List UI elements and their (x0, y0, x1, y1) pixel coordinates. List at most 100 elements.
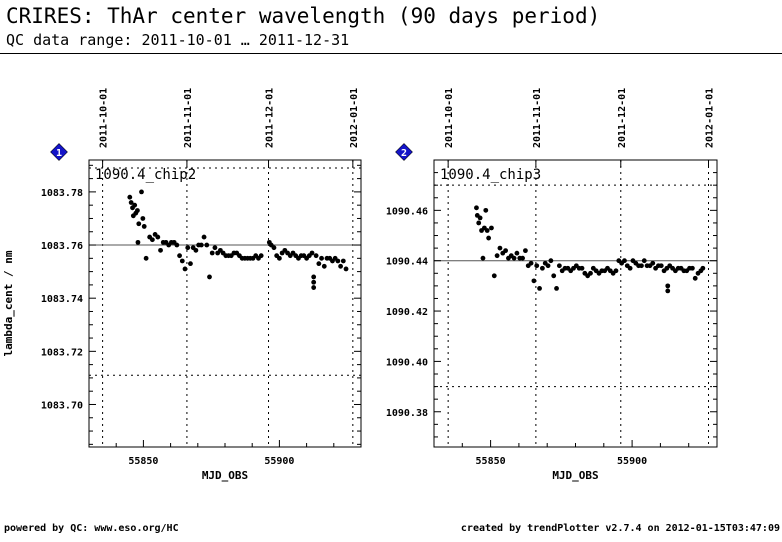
data-point (311, 285, 317, 290)
top-date-label: 2011-10-01 (99, 88, 110, 148)
data-point (514, 250, 520, 256)
data-point (622, 258, 627, 264)
y-tick-label: 1090.46 (386, 206, 428, 217)
data-point (177, 253, 182, 259)
data-point (201, 234, 207, 240)
data-point (149, 237, 155, 243)
data-point (311, 279, 317, 285)
x-tick-label: 55900 (617, 456, 647, 467)
data-point (494, 253, 500, 259)
data-point (658, 263, 664, 269)
data-point (665, 283, 671, 289)
data-point (316, 261, 322, 267)
data-point (528, 260, 534, 266)
data-point (627, 265, 633, 271)
data-point (537, 285, 542, 291)
footer-created-by: created by trendPlotter v2.7.4 on 2012-0… (460, 523, 780, 534)
data-point (319, 255, 324, 261)
plot-title: 1090.4_chip2 (95, 167, 196, 183)
x-tick-label: 55900 (264, 456, 294, 467)
data-point (503, 248, 508, 254)
data-point (335, 258, 341, 264)
y-tick-label: 1083.72 (41, 347, 83, 358)
data-point (155, 234, 161, 240)
data-point (523, 248, 528, 254)
data-point (185, 245, 191, 251)
data-point (158, 247, 163, 253)
data-point (511, 255, 517, 261)
data-point (551, 273, 557, 279)
data-point (650, 260, 656, 266)
data-point (484, 228, 490, 233)
data-point (700, 265, 706, 271)
data-point (489, 225, 494, 231)
data-point (531, 278, 537, 284)
data-point (588, 270, 593, 276)
y-tick-label: 1083.70 (41, 400, 83, 411)
data-point (139, 189, 144, 195)
y-tick-label: 1083.78 (41, 188, 83, 199)
data-point (343, 266, 349, 272)
data-point (689, 265, 695, 271)
x-tick-label: 55850 (476, 456, 506, 467)
y-tick-label: 1083.74 (41, 294, 83, 305)
badge-icon (50, 143, 68, 161)
y-tick-label: 1083.76 (41, 241, 83, 252)
data-point (520, 255, 525, 261)
data-point (338, 263, 343, 269)
y-tick-label: 1090.44 (386, 257, 428, 268)
data-point (135, 239, 141, 245)
data-point (140, 216, 146, 221)
top-date-label: 2011-12-01 (265, 88, 276, 148)
y-tick-label: 1090.42 (386, 307, 428, 318)
data-point (534, 263, 540, 269)
badge-icon (395, 143, 413, 161)
data-point (258, 253, 264, 259)
data-point (539, 265, 545, 271)
top-date-label: 2011-11-01 (183, 88, 194, 148)
data-point (179, 258, 185, 264)
data-point (491, 273, 497, 279)
data-point (193, 247, 199, 253)
data-point (486, 235, 492, 241)
y-tick-label: 1090.40 (386, 357, 428, 368)
plot-chip2: 1083.70 1083.72 1083.74 1083.76 1083.78 55850… (2, 88, 362, 482)
data-point (483, 207, 489, 213)
data-point (198, 242, 204, 248)
data-point (209, 250, 215, 256)
data-point (127, 194, 133, 200)
data-point (313, 253, 319, 259)
data-point (476, 220, 482, 226)
plot-chip3: 1090.38 1090.40 1090.42 1090.44 1090.46 55850… (386, 88, 718, 482)
data-point (182, 266, 188, 272)
data-point (212, 245, 218, 251)
data-point (309, 250, 315, 256)
y-tick-label: 1090.38 (386, 408, 428, 419)
data-point (311, 274, 317, 280)
x-axis-label: MJD_OBS (202, 469, 248, 482)
data-point (480, 255, 486, 261)
data-point (143, 255, 149, 261)
data-point (554, 285, 559, 291)
header-divider (0, 53, 782, 54)
data-point (271, 245, 277, 251)
data-point (613, 268, 619, 274)
x-tick-label: 55850 (128, 456, 158, 467)
data-point (548, 258, 554, 264)
data-point (174, 242, 180, 248)
data-point (545, 263, 551, 269)
data-point (207, 274, 212, 280)
data-point (132, 202, 138, 208)
top-date-label: 2011-12-01 (617, 88, 628, 148)
data-point (135, 208, 140, 213)
data-range-subtitle: QC data range: 2011-10-01 … 2011-12-31 (6, 31, 350, 49)
data-point (141, 224, 147, 229)
data-point (477, 215, 483, 221)
plot-frame (433, 159, 718, 448)
data-point (277, 255, 282, 261)
data-point (204, 242, 210, 248)
data-point (321, 263, 327, 269)
top-date-label: 2012-01-01 (349, 88, 360, 148)
data-point (639, 263, 644, 269)
